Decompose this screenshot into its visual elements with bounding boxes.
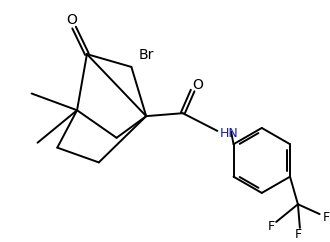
Text: F: F: [294, 228, 302, 241]
Text: O: O: [192, 78, 203, 92]
Text: F: F: [323, 211, 330, 224]
Text: Br: Br: [139, 48, 154, 62]
Text: F: F: [268, 220, 275, 233]
Text: O: O: [67, 13, 78, 27]
Text: HN: HN: [219, 127, 238, 140]
